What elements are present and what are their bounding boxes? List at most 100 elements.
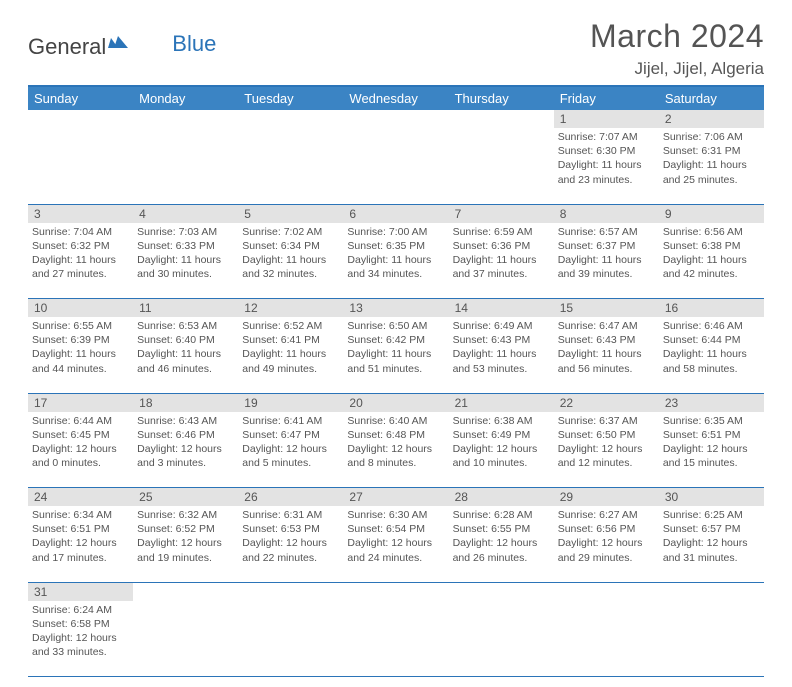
sunrise-line: Sunrise: 6:30 AM (347, 508, 444, 522)
daylight-line-1: Daylight: 11 hours (137, 253, 234, 267)
daylight-line-1: Daylight: 11 hours (663, 347, 760, 361)
day-number-cell: 21 (449, 393, 554, 412)
daylight-line-1: Daylight: 12 hours (453, 536, 550, 550)
sunrise-line: Sunrise: 6:52 AM (242, 319, 339, 333)
sunrise-line: Sunrise: 6:38 AM (453, 414, 550, 428)
daylight-line-1: Daylight: 11 hours (453, 253, 550, 267)
day-cell: Sunrise: 6:52 AMSunset: 6:41 PMDaylight:… (238, 317, 343, 393)
daylight-line-2: and 46 minutes. (137, 362, 234, 376)
day-number-cell (343, 582, 448, 601)
day-number-cell: 3 (28, 204, 133, 223)
daylight-line-1: Daylight: 11 hours (242, 253, 339, 267)
daylight-line-2: and 27 minutes. (32, 267, 129, 281)
day-cell-body: Sunrise: 6:30 AMSunset: 6:54 PMDaylight:… (343, 506, 448, 569)
day-cell-body: Sunrise: 6:59 AMSunset: 6:36 PMDaylight:… (449, 223, 554, 286)
day-number-cell (133, 110, 238, 128)
daylight-line-2: and 58 minutes. (663, 362, 760, 376)
day-cell-body: Sunrise: 6:31 AMSunset: 6:53 PMDaylight:… (238, 506, 343, 569)
daylight-line-2: and 34 minutes. (347, 267, 444, 281)
sunset-line: Sunset: 6:33 PM (137, 239, 234, 253)
day-number-cell: 7 (449, 204, 554, 223)
day-number-cell: 11 (133, 299, 238, 318)
sunrise-line: Sunrise: 6:41 AM (242, 414, 339, 428)
day-cell: Sunrise: 7:07 AMSunset: 6:30 PMDaylight:… (554, 128, 659, 204)
daylight-line-1: Daylight: 11 hours (32, 347, 129, 361)
day-body-row: Sunrise: 6:55 AMSunset: 6:39 PMDaylight:… (28, 317, 764, 393)
daylight-line-2: and 29 minutes. (558, 551, 655, 565)
day-number-cell: 26 (238, 488, 343, 507)
day-body-row: Sunrise: 7:04 AMSunset: 6:32 PMDaylight:… (28, 223, 764, 299)
day-cell-body: Sunrise: 6:56 AMSunset: 6:38 PMDaylight:… (659, 223, 764, 286)
day-cell-body: Sunrise: 6:37 AMSunset: 6:50 PMDaylight:… (554, 412, 659, 475)
sunset-line: Sunset: 6:30 PM (558, 144, 655, 158)
day-cell-body: Sunrise: 6:57 AMSunset: 6:37 PMDaylight:… (554, 223, 659, 286)
day-cell (28, 128, 133, 204)
sunset-line: Sunset: 6:43 PM (558, 333, 655, 347)
sunrise-line: Sunrise: 6:56 AM (663, 225, 760, 239)
day-number-row: 24252627282930 (28, 488, 764, 507)
day-number-cell: 13 (343, 299, 448, 318)
day-cell-body: Sunrise: 6:44 AMSunset: 6:45 PMDaylight:… (28, 412, 133, 475)
daylight-line-1: Daylight: 12 hours (663, 536, 760, 550)
daylight-line-2: and 31 minutes. (663, 551, 760, 565)
day-number-cell (449, 582, 554, 601)
day-cell (449, 128, 554, 204)
daylight-line-1: Daylight: 12 hours (137, 536, 234, 550)
daylight-line-1: Daylight: 11 hours (137, 347, 234, 361)
day-cell-body: Sunrise: 6:40 AMSunset: 6:48 PMDaylight:… (343, 412, 448, 475)
day-cell: Sunrise: 7:04 AMSunset: 6:32 PMDaylight:… (28, 223, 133, 299)
daylight-line-1: Daylight: 12 hours (242, 536, 339, 550)
daylight-line-1: Daylight: 12 hours (558, 536, 655, 550)
daylight-line-1: Daylight: 11 hours (663, 253, 760, 267)
daylight-line-2: and 44 minutes. (32, 362, 129, 376)
daylight-line-2: and 39 minutes. (558, 267, 655, 281)
daylight-line-1: Daylight: 12 hours (663, 442, 760, 456)
day-cell: Sunrise: 6:46 AMSunset: 6:44 PMDaylight:… (659, 317, 764, 393)
sunrise-line: Sunrise: 6:57 AM (558, 225, 655, 239)
daylight-line-2: and 51 minutes. (347, 362, 444, 376)
day-number-cell (28, 110, 133, 128)
day-number-cell: 23 (659, 393, 764, 412)
day-number-cell: 29 (554, 488, 659, 507)
sunrise-line: Sunrise: 6:55 AM (32, 319, 129, 333)
daylight-line-1: Daylight: 12 hours (347, 536, 444, 550)
daylight-line-2: and 49 minutes. (242, 362, 339, 376)
day-number-row: 3456789 (28, 204, 764, 223)
day-number-cell: 28 (449, 488, 554, 507)
day-cell: Sunrise: 6:32 AMSunset: 6:52 PMDaylight:… (133, 506, 238, 582)
sunset-line: Sunset: 6:56 PM (558, 522, 655, 536)
daylight-line-2: and 22 minutes. (242, 551, 339, 565)
daylight-line-1: Daylight: 12 hours (32, 442, 129, 456)
sunset-line: Sunset: 6:41 PM (242, 333, 339, 347)
daylight-line-2: and 32 minutes. (242, 267, 339, 281)
day-cell: Sunrise: 6:37 AMSunset: 6:50 PMDaylight:… (554, 412, 659, 488)
sunrise-line: Sunrise: 6:46 AM (663, 319, 760, 333)
day-cell-body: Sunrise: 6:35 AMSunset: 6:51 PMDaylight:… (659, 412, 764, 475)
day-cell: Sunrise: 6:47 AMSunset: 6:43 PMDaylight:… (554, 317, 659, 393)
day-cell: Sunrise: 6:30 AMSunset: 6:54 PMDaylight:… (343, 506, 448, 582)
day-number-cell: 24 (28, 488, 133, 507)
sunset-line: Sunset: 6:50 PM (558, 428, 655, 442)
day-cell-body: Sunrise: 7:00 AMSunset: 6:35 PMDaylight:… (343, 223, 448, 286)
day-body-row: Sunrise: 7:07 AMSunset: 6:30 PMDaylight:… (28, 128, 764, 204)
month-title: March 2024 (590, 18, 764, 55)
day-cell (133, 128, 238, 204)
sunrise-line: Sunrise: 6:43 AM (137, 414, 234, 428)
sunrise-line: Sunrise: 6:27 AM (558, 508, 655, 522)
sunrise-line: Sunrise: 6:40 AM (347, 414, 444, 428)
daylight-line-1: Daylight: 12 hours (137, 442, 234, 456)
daylight-line-2: and 17 minutes. (32, 551, 129, 565)
sunset-line: Sunset: 6:38 PM (663, 239, 760, 253)
daylight-line-1: Daylight: 12 hours (347, 442, 444, 456)
header: General Blue March 2024 Jijel, Jijel, Al… (28, 18, 764, 79)
daylight-line-2: and 42 minutes. (663, 267, 760, 281)
day-number-cell: 4 (133, 204, 238, 223)
sunset-line: Sunset: 6:40 PM (137, 333, 234, 347)
logo-text-2: Blue (172, 31, 216, 57)
sunrise-line: Sunrise: 6:59 AM (453, 225, 550, 239)
daylight-line-2: and 26 minutes. (453, 551, 550, 565)
day-number-cell (449, 110, 554, 128)
day-cell: Sunrise: 6:27 AMSunset: 6:56 PMDaylight:… (554, 506, 659, 582)
sunrise-line: Sunrise: 6:24 AM (32, 603, 129, 617)
daylight-line-1: Daylight: 11 hours (558, 347, 655, 361)
